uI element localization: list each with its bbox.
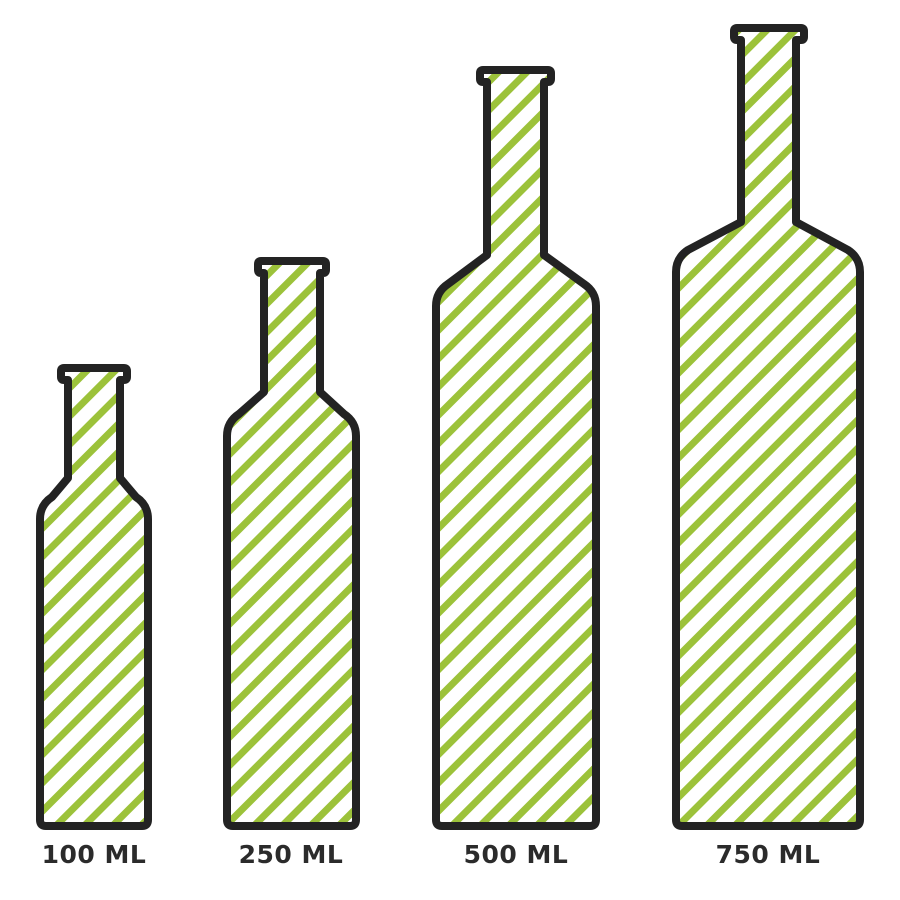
- bottle-100ml: [36, 364, 152, 830]
- label-250ml: 250 ML: [238, 840, 344, 869]
- label-100ml: 100 ML: [41, 840, 147, 869]
- bottle-250ml: [223, 257, 360, 830]
- label-500ml: 500 ML: [463, 840, 569, 869]
- bottle-750ml: [672, 24, 864, 830]
- bottle-500ml: [432, 66, 600, 830]
- label-750ml: 750 ML: [715, 840, 821, 869]
